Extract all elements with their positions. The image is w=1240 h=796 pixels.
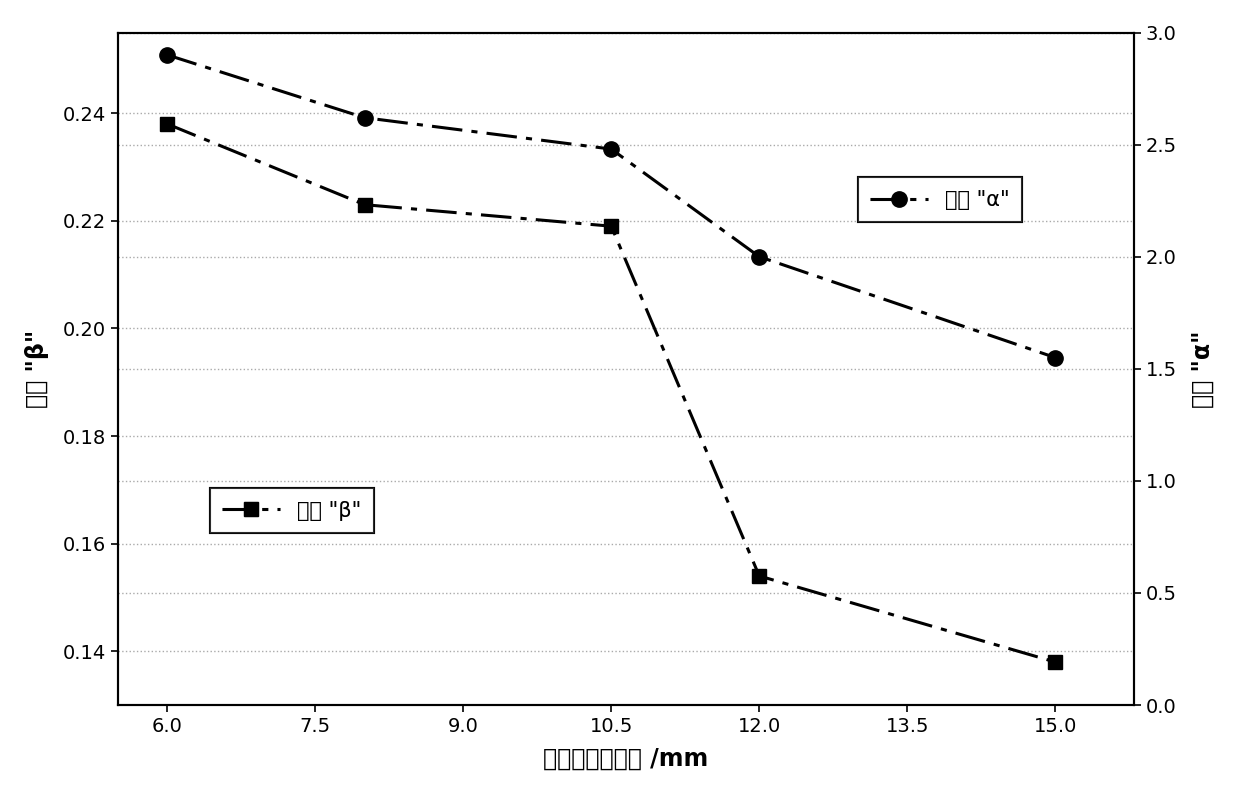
- Line: 系数 "β": 系数 "β": [160, 117, 1063, 669]
- 系数 "α": [357, 113, 372, 123]
- 系数 "β": [751, 572, 766, 581]
- 系数 "β": [604, 221, 619, 231]
- Legend: 系数 "α": 系数 "α": [858, 178, 1022, 222]
- X-axis label: 路表裂缝的宽度 /mm: 路表裂缝的宽度 /mm: [543, 747, 709, 771]
- Line: 系数 "α": 系数 "α": [160, 47, 1063, 365]
- 系数 "β": [1048, 657, 1063, 667]
- Y-axis label: 系数 "β": 系数 "β": [25, 330, 50, 408]
- 系数 "β": [160, 119, 175, 129]
- 系数 "β": [357, 200, 372, 209]
- Legend: 系数 "β": 系数 "β": [210, 488, 374, 533]
- Y-axis label: 系数 "α": 系数 "α": [1190, 330, 1215, 408]
- 系数 "α": [604, 144, 619, 154]
- 系数 "α": [751, 252, 766, 261]
- 系数 "α": [1048, 353, 1063, 362]
- 系数 "α": [160, 50, 175, 60]
